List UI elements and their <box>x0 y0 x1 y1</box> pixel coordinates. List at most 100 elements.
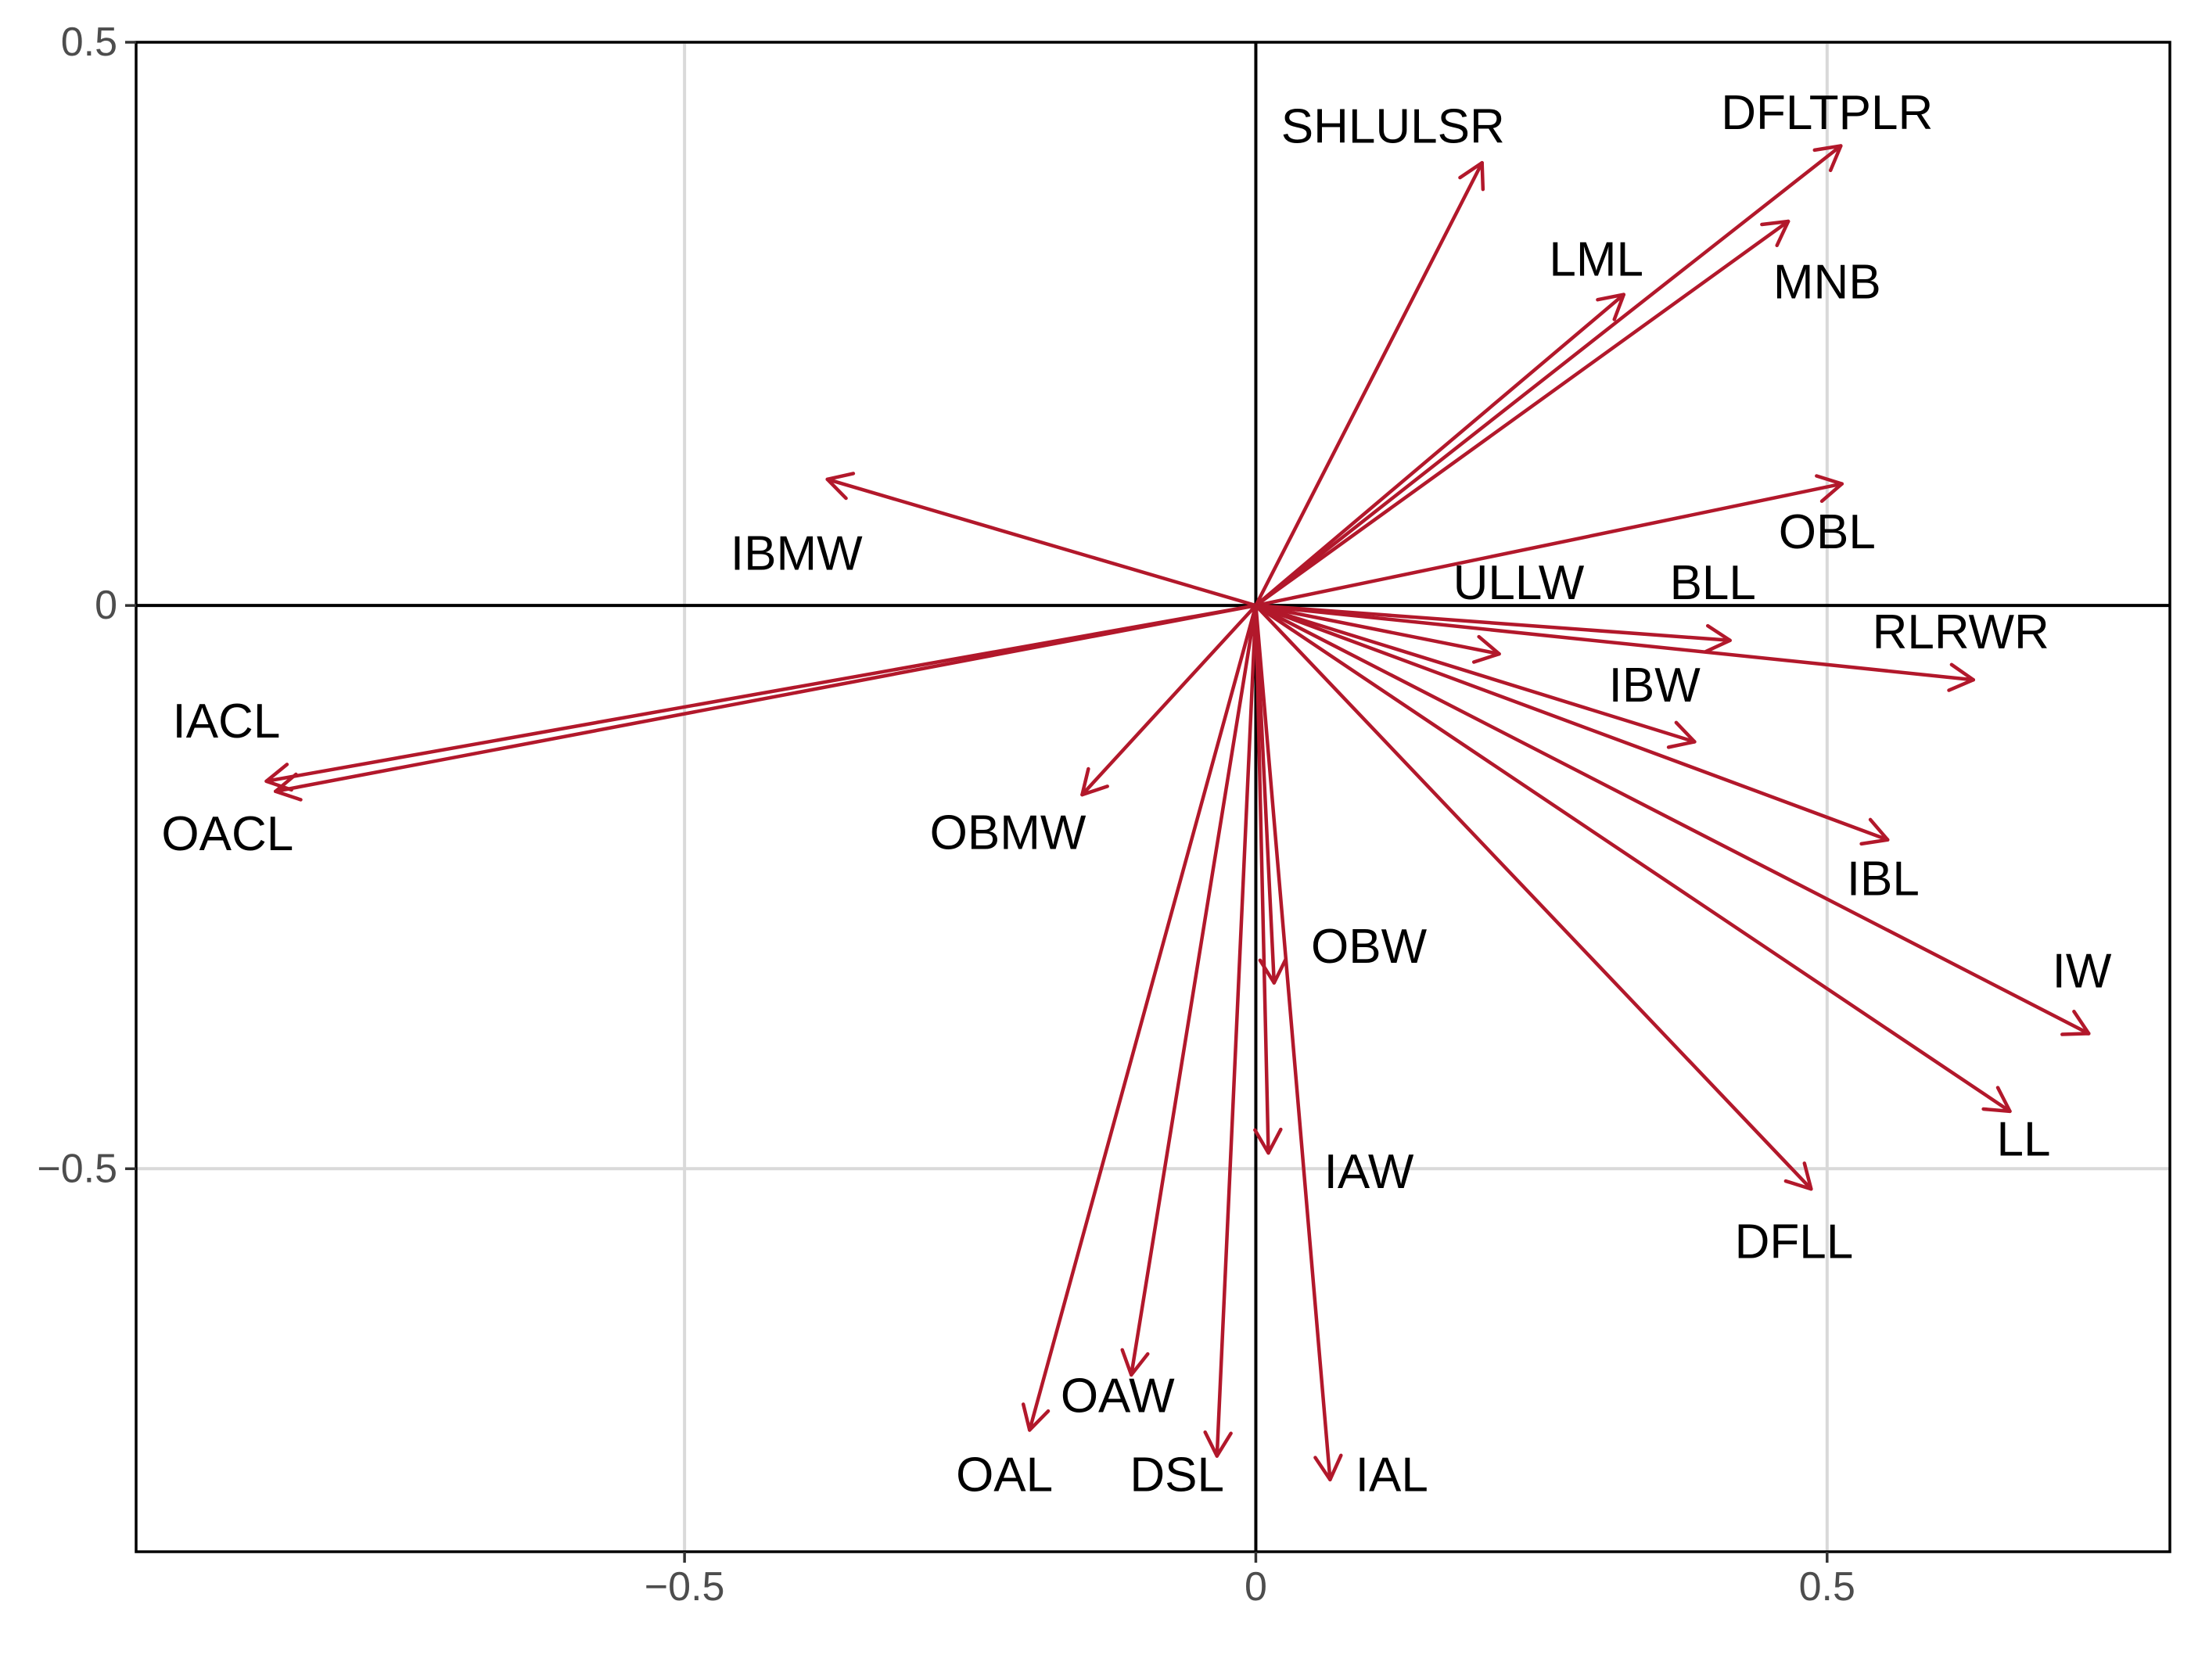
arrow-ial <box>1254 603 1343 1482</box>
arrow-bll <box>1254 603 1732 654</box>
arrow-dfll <box>1254 603 1813 1191</box>
arrow-shaft <box>1254 603 1501 656</box>
arrow-dsl <box>1203 603 1258 1458</box>
arrow-head <box>1760 219 1791 248</box>
arrow-shaft <box>1254 603 2091 1036</box>
arrow-head <box>1253 1127 1283 1155</box>
x-tick-label: 0 <box>1245 1564 1267 1610</box>
arrow-iaw <box>1253 603 1283 1155</box>
label-obw: OBW <box>1311 920 1428 974</box>
arrow-head <box>1815 474 1844 504</box>
arrow-shaft <box>1254 603 1697 744</box>
arrow-dfltplr <box>1254 144 1843 608</box>
x-tick-label: −0.5 <box>645 1564 725 1610</box>
arrow-oaw <box>1120 603 1258 1377</box>
arrow-shaft <box>1215 603 1258 1458</box>
arrow-head <box>1596 293 1626 321</box>
arrow-shaft <box>1254 603 1270 1155</box>
arrow-head <box>1859 817 1890 846</box>
label-lml: LML <box>1549 232 1643 286</box>
arrow-shaft <box>1254 603 1890 842</box>
arrow-oal <box>1021 603 1258 1432</box>
arrow-shaft <box>1254 603 1332 1482</box>
arrow-head <box>1783 1161 1813 1191</box>
y-tick-label: 0 <box>95 583 117 628</box>
arrow-head <box>1313 1453 1343 1482</box>
label-rlrwr: RLRWR <box>1873 605 2049 659</box>
arrow-head <box>1981 1086 2012 1114</box>
label-dsl: DSL <box>1130 1448 1224 1502</box>
panel-border <box>135 41 2171 1553</box>
arrow-shaft <box>1254 603 1732 643</box>
y-tick-label: 0.5 <box>61 20 117 65</box>
arrow-lml <box>1254 293 1626 608</box>
arrow-head <box>1947 662 1976 692</box>
label-ibl: IBL <box>1847 853 1920 906</box>
arrow-oacl <box>273 603 1258 802</box>
arrow-shaft <box>1027 603 1258 1432</box>
arrow-obl <box>1254 474 1844 608</box>
label-oal: OAL <box>956 1448 1053 1502</box>
arrow-shaft <box>1254 219 1791 608</box>
label-dfltplr: DFLTPLR <box>1721 86 1933 140</box>
axis-ticks: −0.5 0 0.5 −0.5 0 0.5 <box>37 20 1855 1610</box>
arrow-head <box>1471 634 1501 664</box>
arrow-ibmw <box>825 472 1258 608</box>
arrow-shaft <box>1080 603 1258 797</box>
arrow-ullw <box>1254 603 1501 664</box>
label-dfll: DFLL <box>1735 1215 1854 1269</box>
arrow-head <box>273 772 303 802</box>
arrow-obmw <box>1080 603 1258 797</box>
y-tick-label: −0.5 <box>37 1146 117 1191</box>
zero-axis-lines <box>136 42 2170 1552</box>
label-ll: LL <box>1997 1112 2051 1166</box>
arrow-shaft <box>1254 603 1976 682</box>
arrow-head <box>1120 1348 1150 1377</box>
label-mnb: MNB <box>1773 255 1881 309</box>
label-iacl: IACL <box>172 695 280 748</box>
arrow-shaft <box>825 477 1258 608</box>
loading-arrows <box>264 144 2091 1482</box>
arrow-ll <box>1254 603 2012 1114</box>
variable-labels: SHLULSR DFLTPLR LML MNB IBMW OBL ULLW BLL RLRWR I… <box>161 86 2111 1502</box>
arrow-ibw <box>1254 603 1697 749</box>
arrow-ibl <box>1254 603 1890 846</box>
arrow-shaft <box>1254 293 1626 608</box>
arrow-shaft <box>1254 603 1813 1191</box>
label-iw: IW <box>2053 945 2112 999</box>
arrow-shaft <box>1129 603 1258 1377</box>
arrow-head <box>2060 1009 2091 1036</box>
arrow-rlrwr <box>1254 603 1976 692</box>
arrow-mnb <box>1254 219 1791 608</box>
arrow-head <box>1704 623 1732 654</box>
arrow-head <box>1203 1430 1233 1458</box>
x-tick-label: 0.5 <box>1799 1564 1855 1610</box>
arrow-shlulsr <box>1254 160 1485 608</box>
arrow-head <box>1021 1402 1051 1432</box>
arrow-shaft <box>1254 603 2012 1114</box>
arrow-head <box>1812 144 1843 173</box>
label-obmw: OBMW <box>930 806 1087 860</box>
arrow-shaft <box>1254 160 1484 608</box>
label-iaw: IAW <box>1324 1145 1414 1199</box>
arrow-head <box>825 472 856 501</box>
plot-frame <box>135 41 2171 1553</box>
arrow-shaft <box>273 603 1258 794</box>
arrow-head <box>1666 720 1697 749</box>
label-ibmw: IBMW <box>731 526 863 580</box>
arrow-shaft <box>264 603 1258 784</box>
label-obl: OBL <box>1779 505 1876 559</box>
arrow-head <box>1080 766 1109 797</box>
label-ullw: ULLW <box>1453 556 1585 610</box>
label-shlulsr: SHLULSR <box>1281 100 1505 154</box>
label-oaw: OAW <box>1061 1369 1175 1423</box>
arrow-shaft <box>1254 482 1844 608</box>
label-oacl: OACL <box>161 807 293 861</box>
arrow-head <box>1458 160 1485 192</box>
label-bll: BLL <box>1670 556 1756 610</box>
arrow-iw <box>1254 603 2091 1036</box>
label-ial: IAL <box>1356 1448 1428 1502</box>
label-ibw: IBW <box>1609 659 1701 713</box>
